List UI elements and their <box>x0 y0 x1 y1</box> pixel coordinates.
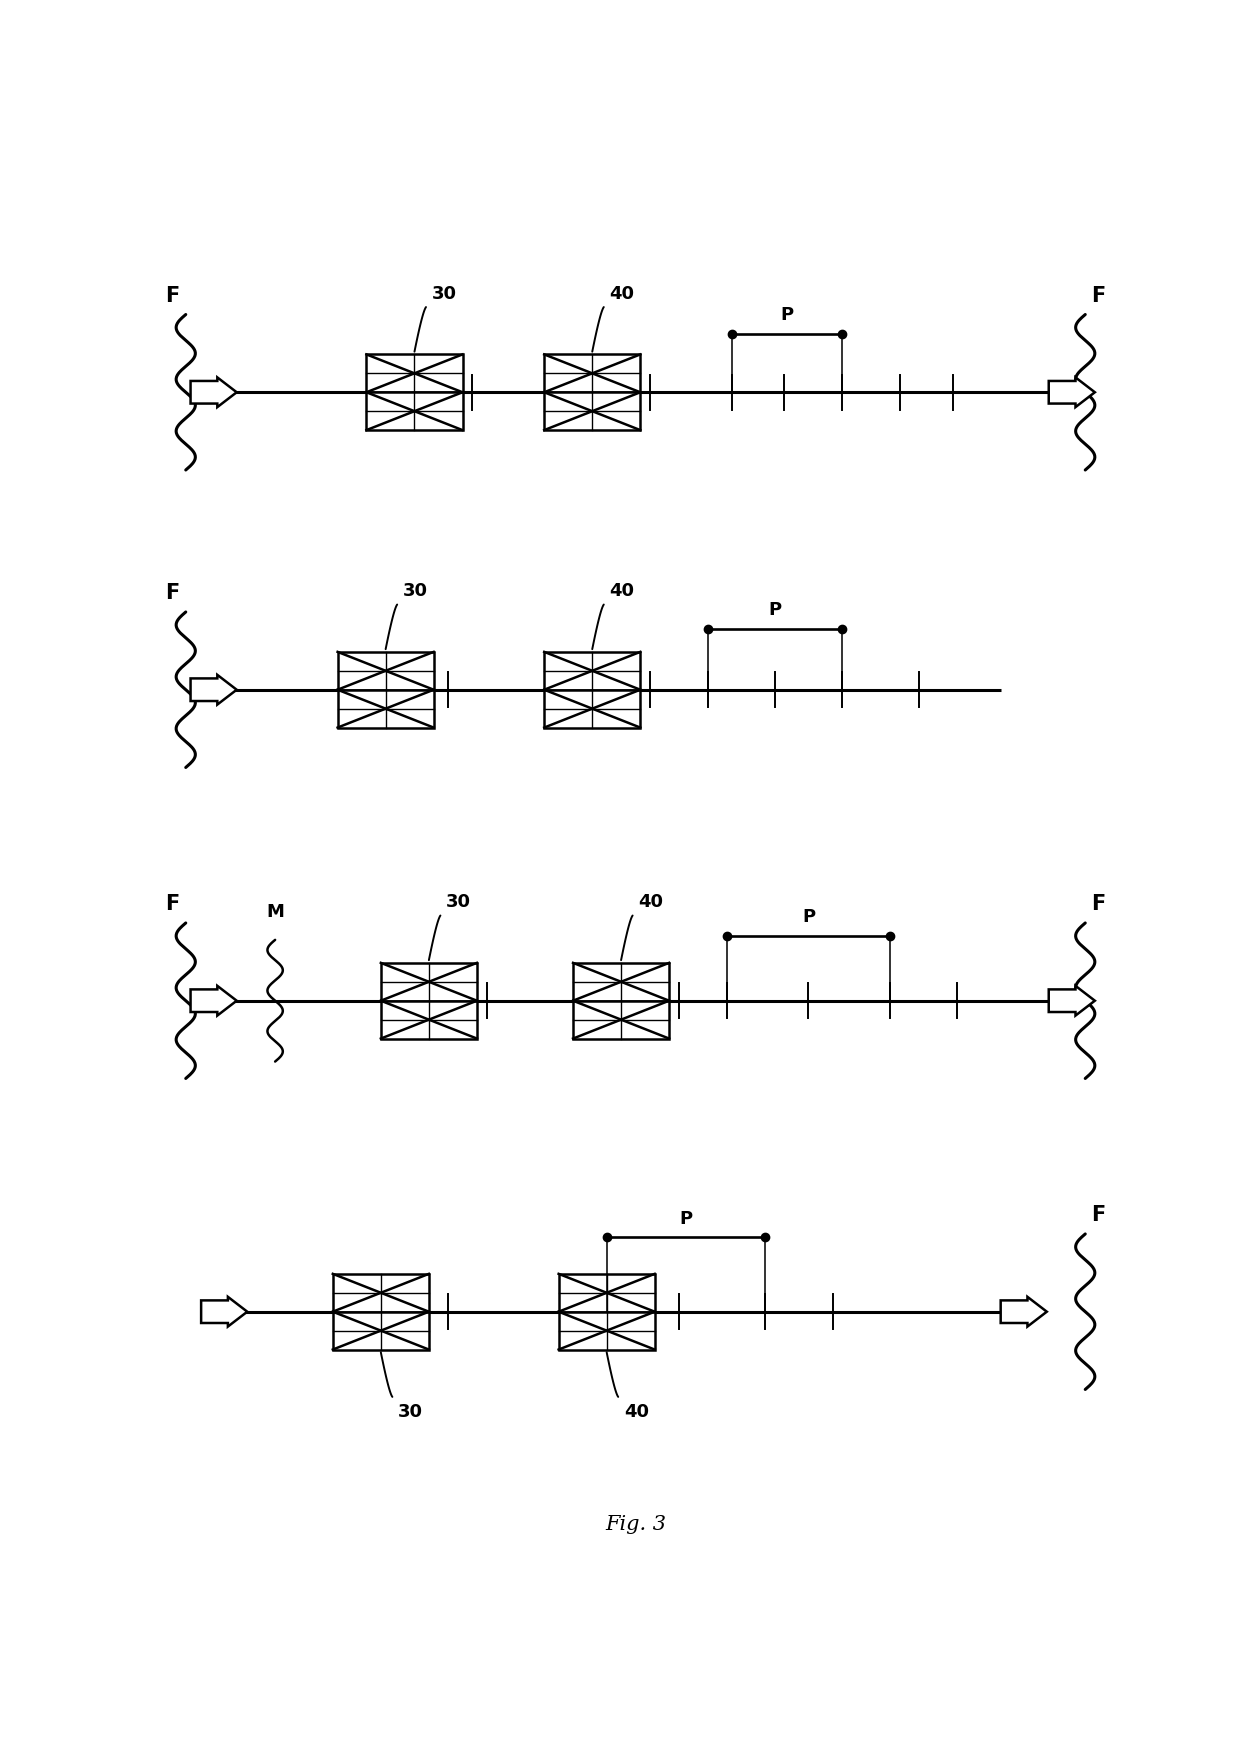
Bar <box>573 963 670 1000</box>
Text: F: F <box>1091 1204 1106 1225</box>
PathPatch shape <box>1049 377 1095 407</box>
Text: M: M <box>267 902 284 920</box>
Bar <box>332 1274 429 1313</box>
Text: P: P <box>802 907 815 925</box>
Text: 40: 40 <box>610 583 635 600</box>
PathPatch shape <box>191 377 237 407</box>
Text: 30: 30 <box>403 583 428 600</box>
PathPatch shape <box>201 1297 247 1327</box>
Text: 40: 40 <box>624 1402 649 1420</box>
Text: 40: 40 <box>639 893 663 911</box>
Text: 30: 30 <box>446 893 471 911</box>
Bar <box>332 1313 429 1350</box>
Text: F: F <box>1091 286 1106 305</box>
PathPatch shape <box>1001 1297 1047 1327</box>
Bar <box>337 653 434 690</box>
Text: Fig. 3: Fig. 3 <box>605 1515 666 1534</box>
Bar <box>381 963 477 1000</box>
PathPatch shape <box>191 986 237 1016</box>
Text: P: P <box>780 305 794 325</box>
Bar <box>558 1274 655 1313</box>
Bar <box>544 355 640 393</box>
Bar <box>337 690 434 728</box>
Bar <box>544 393 640 432</box>
Text: P: P <box>769 600 781 620</box>
Bar <box>544 653 640 690</box>
Bar <box>544 690 640 728</box>
Text: 30: 30 <box>398 1402 423 1420</box>
Bar <box>381 1000 477 1039</box>
Text: F: F <box>165 893 180 914</box>
Text: 30: 30 <box>432 284 456 302</box>
Text: P: P <box>680 1209 692 1227</box>
Text: F: F <box>1091 893 1106 914</box>
Text: F: F <box>165 583 180 604</box>
Bar <box>573 1000 670 1039</box>
Bar <box>367 355 463 393</box>
Text: F: F <box>165 286 180 305</box>
PathPatch shape <box>1049 986 1095 1016</box>
Bar <box>558 1313 655 1350</box>
Bar <box>367 393 463 432</box>
Text: 40: 40 <box>610 284 635 302</box>
PathPatch shape <box>191 676 237 706</box>
